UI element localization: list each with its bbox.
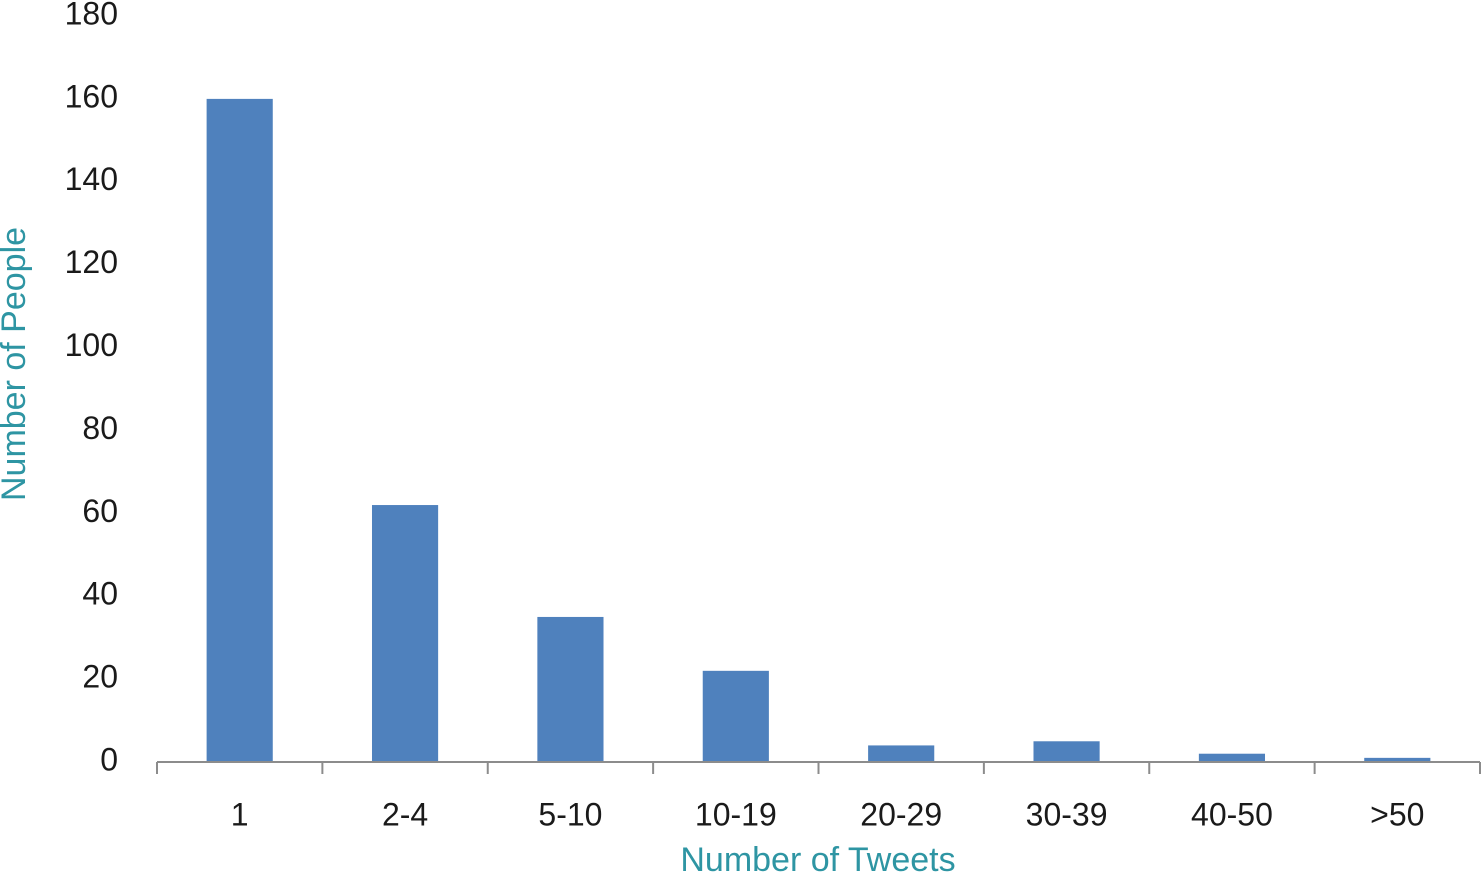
y-tick-label: 100 (65, 327, 118, 363)
y-tick-label: 40 (82, 576, 118, 612)
bar (537, 616, 604, 762)
y-tick-label: 0 (100, 741, 118, 777)
y-tick-label: 160 (65, 78, 118, 114)
bar (1198, 753, 1266, 762)
x-tick-label: 2-4 (382, 796, 428, 832)
y-tick-label: 20 (82, 659, 118, 695)
x-tick-label: 40-50 (1191, 796, 1273, 832)
x-tick-label: >50 (1370, 796, 1424, 832)
x-tick-label: 5-10 (538, 796, 602, 832)
bar (868, 745, 935, 762)
bar (206, 98, 273, 762)
x-tick-label: 10-19 (695, 796, 777, 832)
y-tick-label: 140 (65, 161, 118, 197)
y-axis-title: Number of People (0, 227, 33, 501)
y-tick-label: 180 (65, 0, 118, 31)
x-tick-label: 20-29 (860, 796, 942, 832)
bar (371, 505, 439, 762)
x-tick-label: 1 (231, 796, 249, 832)
bar (1364, 757, 1431, 762)
y-tick-label: 120 (65, 244, 118, 280)
bar (1033, 741, 1100, 762)
y-tick-label: 60 (82, 493, 118, 529)
x-tick-label: 30-39 (1026, 796, 1108, 832)
bar (702, 670, 769, 762)
x-axis-title: Number of Tweets (680, 841, 955, 877)
y-tick-label: 80 (82, 410, 118, 446)
